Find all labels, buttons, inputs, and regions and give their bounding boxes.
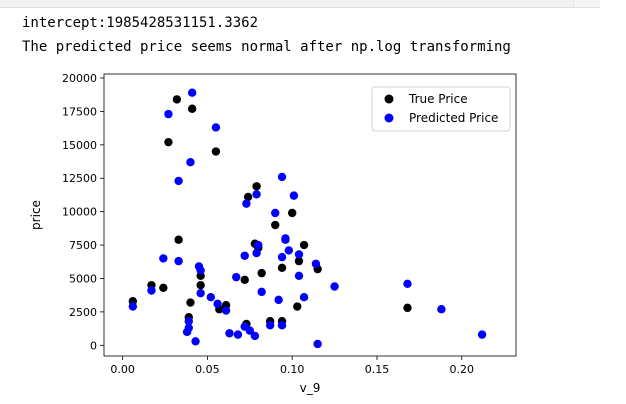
predicted-price-point: [313, 339, 322, 349]
predicted-price-point: [186, 158, 195, 167]
y-axis-ticks: 0 2500 5000 7500 10000 12500 15000 17500 20000: [62, 72, 104, 352]
x-tick-label: 0.20: [449, 363, 474, 376]
predicted-price-point: [252, 248, 261, 258]
predicted-price-point: [289, 191, 299, 200]
predicted-price-point: [271, 208, 280, 218]
predicted-price-point: [187, 88, 197, 97]
x-axis-ticks: 0.00 0.05 0.10 0.15 0.20: [110, 356, 474, 376]
true-price-point: [159, 283, 168, 293]
y-tick-label: 20000: [62, 72, 97, 85]
predicted-price-point: [284, 246, 294, 255]
true-price-point: [403, 303, 412, 313]
true-price-point: [240, 275, 249, 285]
true-price-point: [252, 182, 261, 191]
predicted-price-point: [221, 306, 231, 315]
predicted-price-point: [245, 326, 255, 335]
predicted-price-point: [174, 176, 183, 186]
predicted-price-point: [250, 331, 260, 341]
predicted-price-point: [206, 292, 216, 302]
true-price-point: [196, 280, 205, 290]
predicted-price-point: [211, 123, 221, 132]
y-tick-label: 17500: [62, 105, 97, 118]
predicted-price-point: [147, 286, 156, 295]
true-price-point: [186, 298, 195, 307]
predicted-price-point: [294, 271, 304, 281]
y-tick-label: 12500: [62, 172, 97, 185]
y-tick-label: 0: [90, 339, 97, 352]
predicted-price-point: [191, 337, 200, 346]
legend-label-true-price: True Price: [408, 92, 468, 106]
predicted-price-point: [330, 282, 339, 291]
true-price-point: [172, 95, 182, 104]
predicted-price-point: [281, 234, 290, 243]
predicted-price-point: [477, 330, 487, 339]
true-price-point: [187, 104, 197, 113]
predicted-price-point: [299, 292, 309, 302]
true-price-point: [287, 208, 297, 218]
predicted-price-point: [274, 295, 283, 305]
predicted-price-point: [196, 266, 205, 275]
plot-area: [103, 73, 517, 357]
legend-label-predicted-price: Predicted Price: [409, 111, 498, 125]
axes-frame: [103, 73, 517, 357]
true-price-point: [294, 256, 304, 266]
log-transform-note-line: The predicted price seems normal after n…: [22, 39, 511, 55]
legend-marker-true-price: [384, 94, 394, 104]
x-axis-label: v_9: [300, 381, 321, 395]
y-tick-label: 5000: [69, 272, 97, 285]
true-price-point: [293, 302, 302, 311]
y-tick-label: 2500: [69, 306, 97, 319]
scrollbar-thumb[interactable]: [573, 0, 600, 7]
horizontal-scrollbar[interactable]: [0, 0, 600, 8]
predicted-price-point: [184, 317, 193, 326]
data-points: [128, 88, 487, 349]
predicted-price-point: [294, 250, 304, 259]
predicted-price-point: [277, 252, 287, 262]
true-price-point: [243, 192, 253, 202]
true-price-point: [174, 235, 183, 244]
y-axis-label: price: [29, 200, 43, 230]
y-tick-label: 7500: [69, 239, 97, 252]
predicted-price-point: [196, 288, 205, 298]
y-tick-label: 10000: [62, 206, 97, 219]
predicted-price-point: [277, 172, 287, 182]
predicted-price-point: [257, 287, 266, 297]
true-price-point: [164, 137, 173, 147]
legend-box: [371, 86, 511, 132]
legend: True Price Predicted Price: [371, 86, 511, 132]
x-tick-label: 0.05: [195, 363, 220, 376]
intercept-output-line: intercept:1985428531151.3362: [22, 15, 259, 31]
predicted-price-point: [233, 330, 243, 339]
true-price-point: [299, 240, 309, 250]
predicted-price-point: [232, 272, 241, 282]
true-price-point: [271, 220, 280, 230]
predicted-price-point: [213, 299, 222, 309]
predicted-price-point: [252, 190, 261, 199]
predicted-price-point: [240, 251, 249, 260]
predicted-price-point: [277, 321, 287, 330]
predicted-price-point: [311, 259, 321, 268]
predicted-price-point: [164, 109, 173, 119]
true-price-point: [277, 263, 287, 272]
predicted-price-point: [254, 240, 263, 250]
predicted-price-point: [242, 199, 251, 208]
x-tick-label: 0.10: [280, 363, 305, 376]
predicted-price-point: [184, 323, 193, 333]
x-tick-label: 0.00: [110, 363, 135, 376]
true-price-point: [211, 147, 221, 156]
predicted-price-point: [403, 279, 412, 289]
predicted-price-point: [225, 329, 234, 338]
y-tick-label: 15000: [62, 139, 97, 152]
predicted-price-point: [437, 305, 446, 314]
legend-marker-predicted-price: [384, 113, 394, 123]
predicted-price-point: [174, 256, 183, 266]
predicted-price-point: [265, 321, 275, 330]
true-price-point: [257, 268, 266, 278]
predicted-price-point: [159, 254, 168, 263]
predicted-price-point: [128, 302, 138, 311]
x-tick-label: 0.15: [365, 363, 390, 376]
